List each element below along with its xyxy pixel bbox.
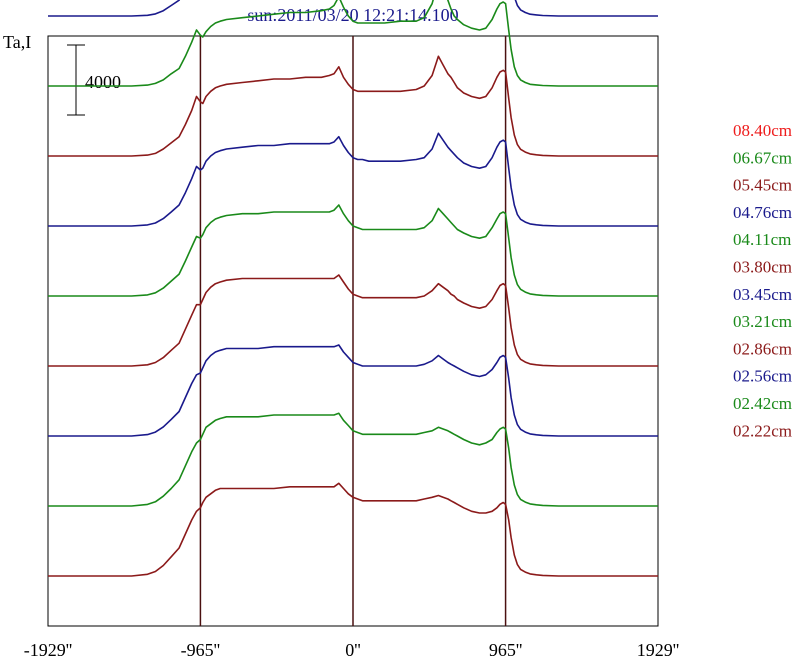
x-tick-label: 0'' <box>345 640 361 660</box>
x-tick-label: -1929'' <box>24 640 72 660</box>
vertical-markers <box>199 36 507 626</box>
legend-entry: 02.42cm <box>733 394 792 413</box>
x-tick-label: 965'' <box>489 640 523 660</box>
legend-entry: 06.67cm <box>733 148 792 167</box>
legend-entry: 08.40cm <box>733 121 792 140</box>
legend-entry: 03.80cm <box>733 258 792 277</box>
scale-bar-label: 4000 <box>85 72 121 92</box>
x-tick-label: -965'' <box>181 640 220 660</box>
legend-entry: 02.56cm <box>733 367 792 386</box>
y-axis-label: Ta,I <box>3 32 31 52</box>
legend-entry: 02.22cm <box>733 421 792 440</box>
series-line-04.76cm <box>48 0 658 17</box>
series-group <box>48 0 658 577</box>
legend: 08.40cm 06.67cm 05.45cm 04.76cm 04.11cm 03.80… <box>733 121 792 440</box>
series-line-03.45cm <box>48 132 658 227</box>
intensity-scale-bar: 4000 <box>67 44 121 116</box>
series-line-02.86cm <box>48 274 658 367</box>
legend-entry: 02.86cm <box>733 339 792 358</box>
series-line-02.22cm <box>48 482 658 577</box>
x-tick-label: 1929'' <box>637 640 680 660</box>
legend-entry: 04.76cm <box>733 203 792 222</box>
legend-entry: 04.11cm <box>733 230 791 249</box>
legend-entry: 05.45cm <box>733 176 792 195</box>
series-line-04.11cm <box>48 0 658 87</box>
series-line-03.80cm <box>48 55 658 157</box>
legend-entry: 03.45cm <box>733 285 792 304</box>
series-line-02.42cm <box>48 412 658 507</box>
series-line-03.21cm <box>48 204 658 297</box>
chart-title: sun:2011/03/20 12:21:14.100 <box>247 5 458 25</box>
legend-entry: 03.21cm <box>733 312 792 331</box>
x-tick-labels: -1929'' -965'' 0'' 965'' 1929'' <box>24 640 679 660</box>
series-line-02.56cm <box>48 344 658 437</box>
